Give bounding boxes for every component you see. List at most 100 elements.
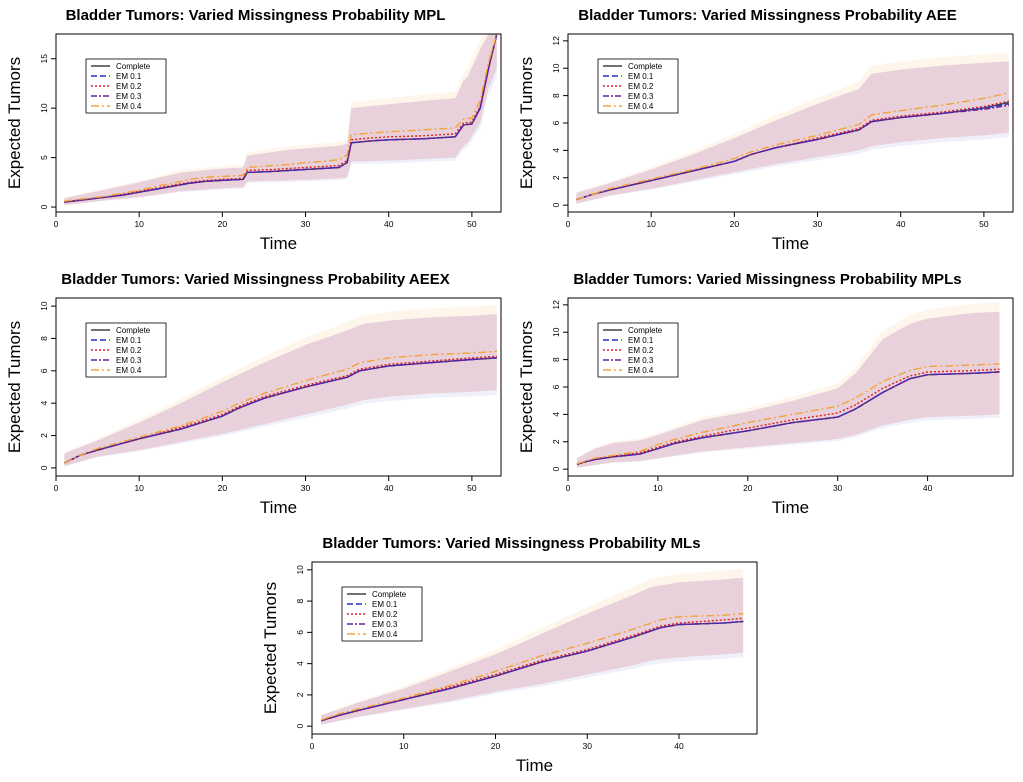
chart-svg: Bladder Tumors: Varied Missingness Proba…: [517, 7, 1014, 253]
legend-label: EM 0.3: [628, 356, 654, 365]
confidence-band-upper-fringe: [321, 568, 744, 716]
y-tick-label: 12: [551, 36, 561, 46]
x-tick-label: 30: [833, 483, 843, 493]
plot-frame: [311, 561, 758, 735]
x-tick-label: 40: [384, 219, 394, 229]
legend-label: EM 0.4: [628, 366, 654, 375]
x-tick-label: 10: [653, 483, 663, 493]
chart-title: Bladder Tumors: Varied Missingness Proba…: [66, 7, 446, 24]
x-tick-label: 20: [218, 219, 228, 229]
series-line-4: [64, 350, 497, 464]
series-line-3: [576, 371, 1000, 466]
x-axis-label: Time: [772, 234, 809, 253]
chart-panel-aeex: Bladder Tumors: Varied Missingness Proba…: [0, 264, 511, 524]
y-tick-label: 10: [551, 63, 561, 73]
series-line-2: [64, 355, 497, 464]
y-axis-label: Expected Tumors: [5, 57, 24, 189]
x-tick-label: 0: [566, 483, 571, 493]
x-tick-label: 10: [399, 741, 409, 751]
chart-svg: Bladder Tumors: Varied Missingness Proba…: [5, 7, 502, 253]
legend-label: EM 0.2: [116, 346, 142, 355]
legend-label: Complete: [372, 590, 407, 599]
y-tick-label: 4: [551, 412, 561, 417]
y-tick-label: 2: [39, 433, 49, 438]
chart-svg: Bladder Tumors: Varied Missingness Proba…: [5, 271, 502, 517]
y-tick-label: 2: [551, 175, 561, 180]
y-tick-label: 10: [39, 301, 49, 311]
legend-label: EM 0.2: [628, 346, 654, 355]
plot-area: [576, 302, 1000, 468]
confidence-band-lower-fringe: [321, 652, 744, 725]
x-tick-label: 50: [467, 483, 477, 493]
y-tick-label: 8: [551, 93, 561, 98]
legend-label: EM 0.2: [372, 610, 398, 619]
chart-svg: Bladder Tumors: Varied Missingness Proba…: [517, 271, 1014, 517]
y-tick-label: 0: [295, 724, 305, 729]
y-tick-label: 0: [551, 467, 561, 472]
y-axis-label: Expected Tumors: [5, 321, 24, 453]
legend-label: EM 0.4: [116, 102, 142, 111]
y-tick-label: 0: [39, 465, 49, 470]
confidence-band-lower-fringe: [576, 414, 1000, 468]
x-tick-label: 30: [301, 483, 311, 493]
x-tick-label: 20: [491, 741, 501, 751]
plot-area: [64, 34, 498, 206]
x-tick-label: 0: [54, 219, 59, 229]
legend-label: Complete: [628, 62, 663, 71]
plot-area: [64, 304, 497, 467]
x-tick-label: 30: [583, 741, 593, 751]
y-tick-label: 0: [551, 203, 561, 208]
legend-label: EM 0.2: [116, 82, 142, 91]
x-tick-label: 0: [310, 741, 315, 751]
chart-title: Bladder Tumors: Varied Missingness Proba…: [573, 271, 961, 288]
series-line-2: [320, 617, 744, 722]
chart-title: Bladder Tumors: Varied Missingness Proba…: [322, 535, 700, 552]
x-axis-label: Time: [516, 756, 553, 775]
series-line-2: [64, 34, 498, 203]
x-tick-label: 0: [566, 219, 571, 229]
y-axis-label: Expected Tumors: [261, 582, 280, 714]
confidence-band: [576, 311, 1000, 468]
legend-label: EM 0.1: [116, 336, 142, 345]
y-tick-label: 8: [39, 336, 49, 341]
y-tick-label: 12: [551, 300, 561, 310]
series-line-3: [576, 104, 1009, 201]
y-tick-label: 2: [295, 692, 305, 697]
legend-label: EM 0.3: [628, 92, 654, 101]
plot-frame: [55, 297, 502, 477]
series-line-4: [576, 363, 1000, 465]
x-tick-label: 20: [730, 219, 740, 229]
y-tick-label: 6: [295, 630, 305, 635]
x-tick-label: 40: [384, 483, 394, 493]
y-tick-label: 2: [551, 439, 561, 444]
y-tick-label: 10: [295, 565, 305, 575]
y-axis-label: Expected Tumors: [517, 321, 536, 453]
legend-label: Complete: [628, 326, 663, 335]
chart-title: Bladder Tumors: Varied Missingness Proba…: [578, 7, 956, 24]
x-axis-label: Time: [260, 498, 297, 517]
x-tick-label: 10: [646, 219, 656, 229]
x-axis-label: Time: [772, 498, 809, 517]
series-line-3: [64, 34, 498, 203]
series-line-3: [320, 620, 744, 722]
y-tick-label: 8: [295, 598, 305, 603]
series-line-4: [64, 34, 498, 202]
confidence-band: [321, 577, 744, 725]
chart-panel-mpl: Bladder Tumors: Varied Missingness Proba…: [0, 0, 511, 260]
legend-label: EM 0.3: [116, 92, 142, 101]
y-tick-label: 4: [39, 401, 49, 406]
legend-label: EM 0.1: [628, 72, 654, 81]
legend-label: EM 0.3: [116, 356, 142, 365]
legend-label: EM 0.3: [372, 620, 398, 629]
legend-label: Complete: [116, 62, 151, 71]
chart-panel-mls: Bladder Tumors: Varied Missingness Proba…: [256, 528, 767, 782]
legend-label: EM 0.4: [372, 630, 398, 639]
x-tick-label: 10: [134, 483, 144, 493]
y-tick-label: 5: [39, 155, 49, 160]
x-tick-label: 20: [743, 483, 753, 493]
x-tick-label: 40: [674, 741, 684, 751]
series-line-3: [64, 357, 497, 464]
